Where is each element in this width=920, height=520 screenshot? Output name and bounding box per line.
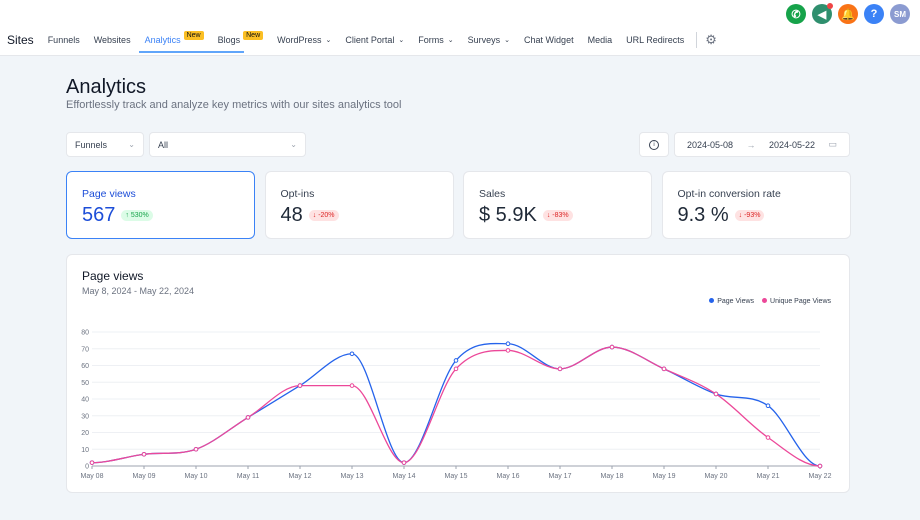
metric-card-opt-ins[interactable]: Opt-ins 48 ↓ -20%	[264, 171, 454, 239]
metric-value: 48	[280, 204, 303, 226]
phone-icon[interactable]: ✆	[786, 4, 806, 24]
nav-label: Websites	[93, 35, 131, 45]
metric-card-sales[interactable]: Sales $ 5.9K ↓ -83%	[463, 171, 652, 239]
page-views-chart-card: Page views May 8, 2024 - May 22, 2024 Pa…	[66, 254, 850, 493]
chart-title: Page views	[82, 269, 144, 283]
chart-subtitle: May 8, 2024 - May 22, 2024	[82, 286, 195, 296]
nav-label: Analytics	[144, 35, 181, 45]
nav-forms[interactable]: Forms ⌄	[418, 28, 453, 52]
main-nav: Sites Funnels Websites Analytics New Blogs New…	[7, 28, 717, 53]
metric-label: Sales	[479, 188, 506, 200]
metric-value: $ 5.9K	[479, 204, 537, 226]
change-badge: ↓ -20%	[308, 210, 339, 221]
legend-dot	[762, 298, 768, 303]
brand-title: Sites	[7, 33, 34, 47]
metric-row: 9.3 % ↓ -93%	[678, 204, 835, 227]
change-badge: ↓ -83%	[542, 210, 573, 221]
new-badge: New	[243, 30, 264, 40]
info-button[interactable]: i	[639, 132, 669, 157]
arrow-right-icon: →	[746, 139, 756, 150]
help-icon[interactable]: ?	[864, 4, 884, 24]
nav-label: Media	[587, 35, 613, 45]
metric-row: 567 ↑ 530%	[82, 204, 239, 227]
nav-blogs[interactable]: Blogs New	[218, 28, 264, 52]
info-icon: i	[649, 139, 659, 150]
new-badge: New	[183, 30, 204, 40]
page-subtitle: Effortlessly track and analyze key metri…	[66, 99, 402, 111]
nav-client-portal[interactable]: Client Portal ⌄	[345, 28, 404, 52]
chart-legend: Page Views Unique Page Views	[709, 298, 831, 305]
date-range-picker[interactable]: 2024-05-08 → 2024-05-22 ▭	[674, 132, 850, 157]
legend-label: Unique Page Views	[770, 298, 831, 305]
nav-label: Blogs	[217, 35, 241, 45]
notification-dot	[827, 3, 833, 9]
scope-select-value: All	[158, 139, 169, 150]
gear-icon[interactable]: ⚙	[705, 32, 717, 47]
metric-card-opt-in-conversion-rate[interactable]: Opt-in conversion rate 9.3 % ↓ -93%	[661, 171, 851, 239]
change-badge: ↑ 530%	[121, 210, 153, 221]
legend-dot	[709, 298, 715, 303]
nav-label: Surveys	[467, 35, 501, 45]
nav-label: Funnels	[47, 35, 80, 45]
nav-surveys[interactable]: Surveys ⌄	[468, 28, 510, 52]
chevron-down-icon: ⌄	[504, 37, 511, 44]
chevron-down-icon: ⌄	[398, 37, 405, 44]
metric-card-page-views[interactable]: Page views 567 ↑ 530%	[66, 171, 255, 239]
chevron-down-icon: ⌄	[325, 37, 332, 44]
top-bar: ✆ ◀ 🔔? SM Sites Funnels Websites Analytics New B…	[0, 0, 920, 56]
nav-label: Forms	[418, 35, 444, 45]
metric-label: Page views	[82, 188, 136, 200]
type-select-value: Funnels	[75, 139, 108, 150]
metric-row: $ 5.9K ↓ -83%	[479, 204, 636, 227]
nav-url-redirects[interactable]: URL Redirects	[626, 28, 684, 52]
nav-funnels[interactable]: Funnels	[48, 28, 80, 52]
nav-divider	[696, 32, 698, 48]
legend-item[interactable]: Page Views	[709, 298, 754, 305]
metric-value: 9.3 %	[677, 204, 729, 226]
metric-row: 48 ↓ -20%	[281, 204, 438, 227]
megaphone-icon[interactable]: ◀	[812, 3, 833, 24]
nav-label: WordPress	[277, 35, 322, 45]
chevron-down-icon: ⌄	[290, 140, 297, 149]
end-date[interactable]: 2024-05-22	[768, 139, 815, 150]
change-badge: ↓ -93%	[734, 210, 765, 221]
nav-websites[interactable]: Websites	[94, 28, 131, 52]
header-icons: ✆ ◀ 🔔? SM	[786, 3, 910, 24]
nav-label: URL Redirects	[626, 35, 685, 45]
legend-label: Page Views	[717, 298, 755, 305]
chevron-down-icon: ⌄	[128, 140, 135, 149]
scope-select[interactable]: All ⌄	[149, 132, 306, 157]
nav-label: Client Portal	[345, 35, 395, 45]
metric-label: Opt-ins	[280, 188, 315, 200]
nav-media[interactable]: Media	[588, 28, 613, 52]
metric-label: Opt-in conversion rate	[677, 188, 781, 200]
avatar[interactable]: SM	[890, 4, 910, 24]
nav-chat-widget[interactable]: Chat Widget	[524, 28, 574, 52]
page-title: Analytics	[66, 76, 147, 98]
megaphone-glyph: ◀	[817, 8, 827, 21]
bell-icon[interactable]: 🔔	[838, 4, 858, 24]
start-date[interactable]: 2024-05-08	[687, 139, 734, 150]
type-select[interactable]: Funnels ⌄	[66, 132, 144, 157]
metric-value: 567	[82, 204, 116, 226]
nav-label: Chat Widget	[524, 35, 574, 45]
nav-analytics[interactable]: Analytics New	[138, 28, 244, 53]
legend-item[interactable]: Unique Page Views	[762, 298, 831, 305]
chevron-down-icon: ⌄	[447, 37, 454, 44]
calendar-icon: ▭	[828, 139, 837, 149]
nav-wordpress[interactable]: WordPress ⌄	[277, 28, 331, 52]
